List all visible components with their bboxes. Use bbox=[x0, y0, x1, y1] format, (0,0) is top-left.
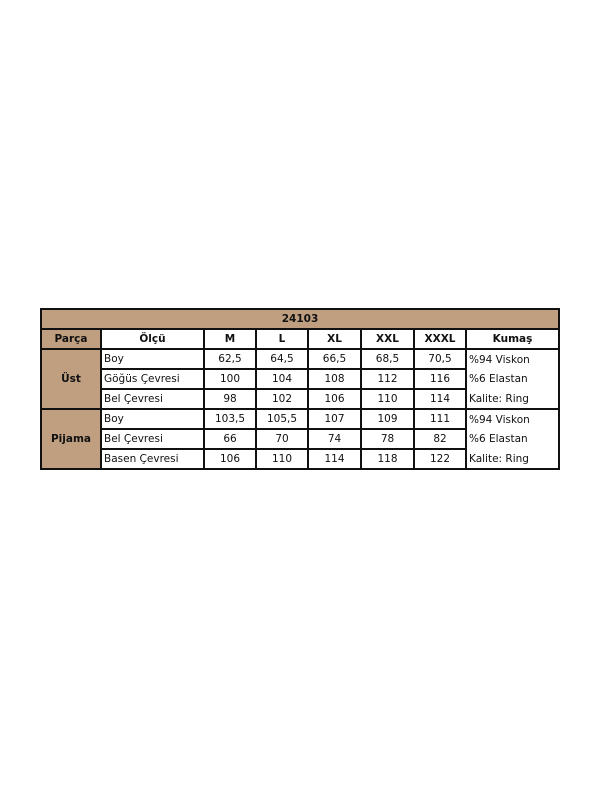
value-cell: 106 bbox=[203, 448, 257, 470]
header-xxl: XXL bbox=[360, 328, 415, 350]
value-cell: 68,5 bbox=[360, 348, 415, 370]
value-cell: 116 bbox=[413, 368, 467, 390]
value-cell: 62,5 bbox=[203, 348, 257, 370]
measure-cell: Boy bbox=[100, 348, 205, 370]
value-cell: 103,5 bbox=[203, 408, 257, 430]
value-cell: 110 bbox=[255, 448, 309, 470]
value-cell: 109 bbox=[360, 408, 415, 430]
size-chart-table: 24103 Parça Ölçü M L XL XXL XXXL Kumaş Ü… bbox=[39, 308, 561, 470]
header-fabric: Kumaş bbox=[464, 328, 561, 350]
value-cell: 82 bbox=[413, 428, 467, 450]
value-cell: 108 bbox=[307, 368, 362, 390]
measure-cell: Basen Çevresi bbox=[100, 448, 205, 470]
measure-cell: Bel Çevresi bbox=[100, 388, 205, 410]
part-cell: Üst bbox=[40, 348, 102, 410]
value-cell: 105,5 bbox=[255, 408, 309, 430]
value-cell: 110 bbox=[360, 388, 415, 410]
value-cell: 98 bbox=[203, 388, 257, 410]
value-cell: 74 bbox=[307, 428, 362, 450]
value-cell: 114 bbox=[307, 448, 362, 470]
table-row: Bel Çevresi 66 70 74 78 82 %6 Elastan bbox=[41, 428, 561, 450]
value-cell: 118 bbox=[360, 448, 415, 470]
value-cell: 78 bbox=[360, 428, 415, 450]
value-cell: 100 bbox=[203, 368, 257, 390]
value-cell: 114 bbox=[413, 388, 467, 410]
header-part: Parça bbox=[40, 328, 102, 350]
fabric-cell: %94 Viskon bbox=[464, 408, 561, 429]
value-cell: 66,5 bbox=[307, 348, 362, 370]
fabric-cell: Kalite: Ring bbox=[464, 449, 561, 470]
table-row: Göğüs Çevresi 100 104 108 112 116 %6 Elastan bbox=[41, 368, 561, 390]
fabric-cell: Kalite: Ring bbox=[464, 389, 561, 410]
value-cell: 107 bbox=[307, 408, 362, 430]
measure-cell: Bel Çevresi bbox=[100, 428, 205, 450]
header-row: Parça Ölçü M L XL XXL XXXL Kumaş bbox=[40, 328, 561, 350]
value-cell: 112 bbox=[360, 368, 415, 390]
fabric-cell: %6 Elastan bbox=[464, 369, 561, 389]
value-cell: 111 bbox=[413, 408, 467, 430]
value-cell: 70 bbox=[255, 428, 309, 450]
value-cell: 102 bbox=[255, 388, 309, 410]
table-row: Basen Çevresi 106 110 114 118 122 Kalite: Ring bbox=[41, 448, 561, 470]
table-row: Pijama Boy 103,5 105,5 107 109 111 %94 Viskon bbox=[40, 408, 561, 470]
measure-cell: Göğüs Çevresi bbox=[100, 368, 205, 390]
header-m: M bbox=[203, 328, 257, 350]
part-cell: Pijama bbox=[40, 408, 102, 470]
fabric-cell: %94 Viskon bbox=[464, 348, 561, 369]
value-cell: 64,5 bbox=[255, 348, 309, 370]
fabric-cell: %6 Elastan bbox=[464, 429, 561, 449]
measure-cell: Boy bbox=[100, 408, 205, 430]
table-row: Üst Boy 62,5 64,5 66,5 68,5 70,5 %94 Viskon bbox=[40, 348, 561, 410]
header-l: L bbox=[255, 328, 309, 350]
value-cell: 70,5 bbox=[413, 348, 467, 370]
table-title: 24103 bbox=[39, 308, 561, 330]
value-cell: 104 bbox=[255, 368, 309, 390]
value-cell: 122 bbox=[413, 448, 467, 470]
value-cell: 66 bbox=[203, 428, 257, 450]
value-cell: 106 bbox=[307, 388, 362, 410]
header-xl: XL bbox=[307, 328, 362, 350]
table-row: Bel Çevresi 98 102 106 110 114 Kalite: Ring bbox=[41, 388, 561, 410]
header-measure: Ölçü bbox=[100, 328, 205, 350]
header-xxxl: XXXL bbox=[413, 328, 467, 350]
